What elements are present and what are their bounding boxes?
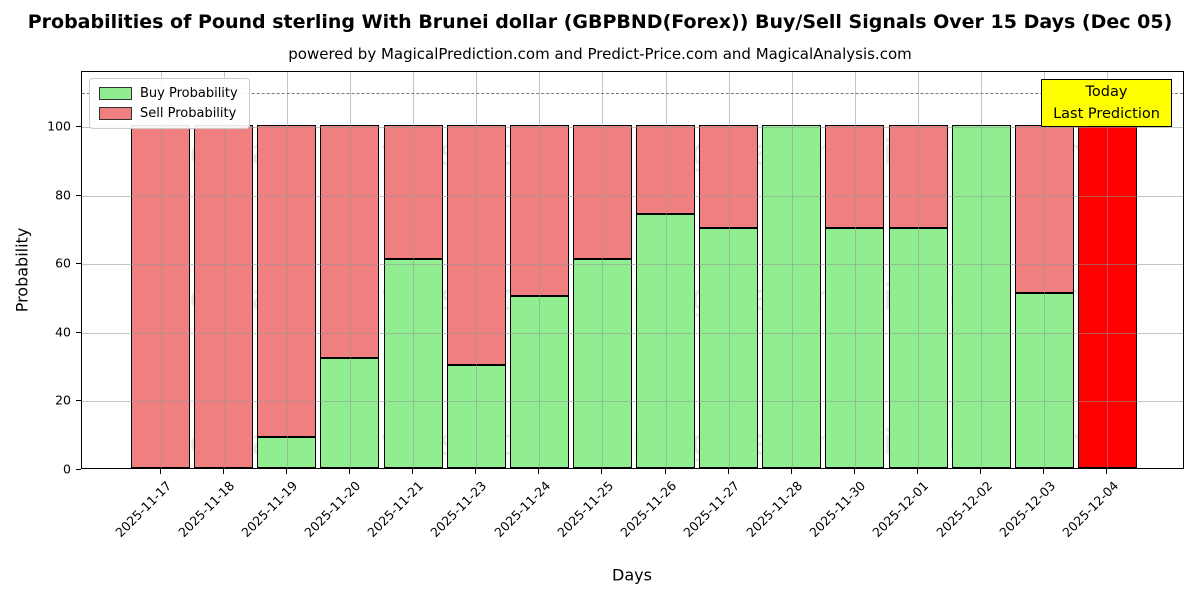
y-axis-title: Probability	[12, 227, 32, 313]
x-tick-label-text: 2025-11-24	[490, 478, 553, 540]
v-gridline-2025-12-01	[918, 72, 920, 468]
x-tick-mark-2025-12-01	[917, 469, 919, 474]
y-tick-label-20: 20	[55, 392, 71, 408]
y-tick-label-60: 60	[55, 255, 71, 271]
v-gridline-2025-11-18	[223, 72, 225, 468]
v-gridline-2025-12-03	[1044, 72, 1046, 468]
x-axis-title: Days	[612, 565, 652, 585]
v-gridline-2025-11-23	[476, 72, 478, 468]
x-tick-label-text: 2025-11-28	[743, 478, 806, 540]
v-gridline-2025-11-30	[854, 72, 856, 468]
x-tick-label-text: 2025-11-20	[301, 478, 364, 540]
plot-area: MagicalPrediction.comMagicalAnalysis.com…	[81, 71, 1184, 469]
x-tick-mark-2025-11-26	[664, 469, 666, 474]
x-tick-label-text: 2025-11-19	[238, 478, 301, 540]
h-gridline-40	[82, 332, 1183, 334]
today-annotation-box: Today Last Prediction	[1041, 79, 1172, 127]
x-tick-mark-2025-12-03	[1043, 469, 1045, 474]
legend-label-buy: Buy Probability	[140, 86, 238, 101]
v-gridline-2025-11-27	[728, 72, 730, 468]
legend: Buy Probability Sell Probability	[89, 78, 250, 129]
x-tick-label-text: 2025-11-18	[175, 478, 238, 540]
x-tick-mark-2025-12-04	[1106, 469, 1108, 474]
h-gridline-80	[82, 195, 1183, 197]
legend-item-sell: Sell Probability	[99, 106, 238, 121]
y-tick-mark-60	[76, 263, 81, 265]
v-gridline-2025-11-21	[413, 72, 415, 468]
v-gridline-2025-11-25	[602, 72, 604, 468]
x-tick-label-text: 2025-11-21	[364, 478, 427, 540]
x-tick-label-text: 2025-12-03	[995, 478, 1058, 540]
x-tick-mark-2025-11-23	[475, 469, 477, 474]
x-tick-mark-2025-11-24	[538, 469, 540, 474]
legend-label-sell: Sell Probability	[140, 106, 237, 121]
x-tick-mark-2025-11-25	[601, 469, 603, 474]
x-tick-label-text: 2025-12-02	[932, 478, 995, 540]
h-gridline-60	[82, 264, 1183, 266]
v-gridline-2025-11-17	[160, 72, 162, 468]
annotation-line-today: Today	[1085, 84, 1128, 100]
x-tick-label-text: 2025-12-01	[869, 478, 932, 540]
x-tick-label-text: 2025-11-17	[112, 478, 175, 540]
y-tick-mark-0	[76, 469, 81, 470]
x-tick-label-text: 2025-11-23	[427, 478, 490, 540]
y-tick-mark-100	[76, 125, 81, 127]
y-tick-label-80: 80	[55, 187, 71, 203]
x-tick-mark-2025-11-19	[285, 469, 287, 474]
v-gridline-2025-11-24	[539, 72, 541, 468]
v-gridline-2025-11-26	[665, 72, 667, 468]
annotation-line-last-prediction: Last Prediction	[1053, 106, 1160, 123]
legend-item-buy: Buy Probability	[99, 86, 238, 101]
x-tick-mark-2025-11-18	[222, 469, 224, 474]
x-tick-label-text: 2025-11-27	[680, 478, 743, 540]
x-tick-mark-2025-11-20	[348, 469, 350, 474]
buy-probability-swatch	[99, 87, 132, 100]
h-gridline-100	[82, 126, 1183, 128]
y-tick-label-40: 40	[55, 324, 71, 340]
v-gridline-2025-11-19	[286, 72, 288, 468]
x-tick-label-text: 2025-11-26	[617, 478, 680, 540]
x-tick-mark-2025-11-17	[159, 469, 161, 474]
x-tick-label-text: 2025-12-04	[1059, 478, 1122, 540]
y-tick-label-0: 0	[63, 461, 71, 477]
y-tick-label-100: 100	[47, 118, 71, 134]
v-gridline-2025-11-20	[349, 72, 351, 468]
x-tick-label-text: 2025-11-30	[806, 478, 869, 540]
y-tick-mark-20	[76, 400, 81, 402]
v-gridline-2025-12-02	[981, 72, 983, 468]
x-tick-mark-2025-11-21	[412, 469, 414, 474]
x-tick-label-text: 2025-11-25	[554, 478, 617, 540]
v-gridline-2025-11-28	[791, 72, 793, 468]
sell-probability-swatch	[99, 107, 132, 120]
h-gridline-20	[82, 401, 1183, 403]
dashed-threshold-line	[82, 92, 1183, 94]
x-tick-mark-2025-11-28	[790, 469, 792, 474]
x-tick-mark-2025-11-30	[853, 469, 855, 474]
chart-subtitle: powered by MagicalPrediction.com and Pre…	[288, 45, 912, 63]
y-tick-mark-80	[76, 194, 81, 196]
v-gridline-2025-12-04	[1107, 72, 1109, 468]
x-tick-mark-2025-12-02	[980, 469, 982, 474]
chart-title: Probabilities of Pound sterling With Bru…	[27, 11, 1173, 33]
x-tick-mark-2025-11-27	[727, 469, 729, 474]
y-tick-mark-40	[76, 331, 81, 333]
